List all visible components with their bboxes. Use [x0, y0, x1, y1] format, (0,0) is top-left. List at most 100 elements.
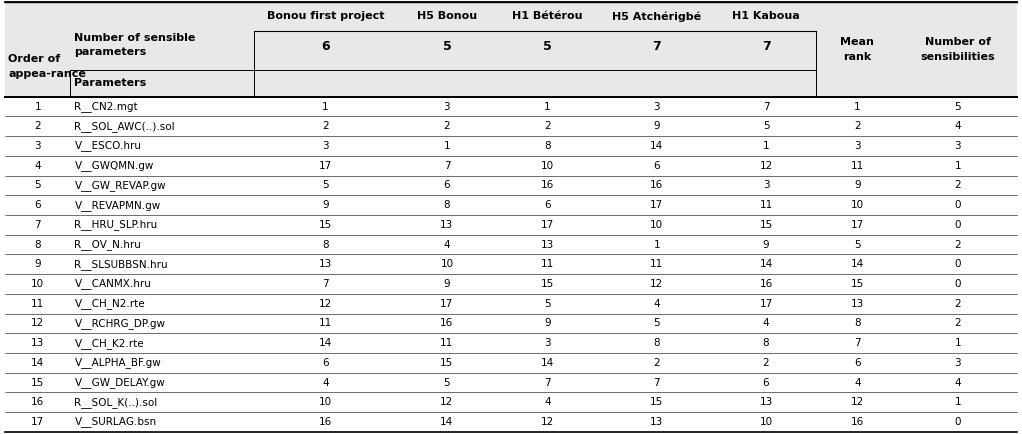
Text: 7: 7 [444, 161, 451, 171]
Text: 17: 17 [319, 161, 332, 171]
Text: 1: 1 [322, 102, 329, 112]
Text: 15: 15 [650, 397, 663, 407]
Text: 4: 4 [762, 319, 770, 329]
Text: 10: 10 [850, 200, 864, 210]
Text: Number of: Number of [925, 37, 990, 47]
Text: 5: 5 [444, 378, 451, 388]
Text: 13: 13 [319, 259, 332, 269]
Text: 11: 11 [440, 338, 454, 348]
Text: R__CN2.mgt: R__CN2.mgt [75, 101, 138, 112]
Text: 1: 1 [955, 161, 961, 171]
Text: parameters: parameters [75, 46, 147, 56]
Text: 6: 6 [321, 39, 330, 53]
Text: 0: 0 [955, 279, 961, 289]
Text: 9: 9 [544, 319, 551, 329]
Text: 1: 1 [653, 240, 660, 250]
Text: H1 Bétérou: H1 Bétérou [512, 11, 583, 21]
Text: R__SLSUBBSN.hru: R__SLSUBBSN.hru [75, 259, 168, 270]
Text: 6: 6 [762, 378, 770, 388]
Text: 13: 13 [31, 338, 44, 348]
Text: 12: 12 [759, 161, 773, 171]
Text: 4: 4 [955, 121, 961, 131]
Text: 3: 3 [544, 338, 551, 348]
Text: R__SOL_K(..).sol: R__SOL_K(..).sol [75, 397, 157, 408]
Text: 2: 2 [955, 240, 961, 250]
Text: 13: 13 [850, 299, 864, 309]
Text: 1: 1 [955, 397, 961, 407]
Text: 14: 14 [319, 338, 332, 348]
Text: V__SURLAG.bsn: V__SURLAG.bsn [75, 417, 156, 427]
Text: 1: 1 [444, 141, 451, 151]
Text: V__REVAPMN.gw: V__REVAPMN.gw [75, 200, 160, 210]
Text: 15: 15 [850, 279, 864, 289]
Text: 9: 9 [444, 279, 451, 289]
Text: 2: 2 [35, 121, 41, 131]
Text: appea-rance: appea-rance [8, 69, 86, 79]
Text: 7: 7 [322, 279, 329, 289]
Text: 6: 6 [444, 181, 451, 191]
Text: 2: 2 [653, 358, 660, 368]
Text: 17: 17 [440, 299, 454, 309]
Text: 3: 3 [854, 141, 861, 151]
Text: V__RCHRG_DP.gw: V__RCHRG_DP.gw [75, 318, 166, 329]
Text: 11: 11 [850, 161, 864, 171]
Text: 16: 16 [541, 181, 554, 191]
Text: 3: 3 [762, 181, 770, 191]
Bar [5, 97, 1017, 432]
Text: 14: 14 [850, 259, 864, 269]
Text: 3: 3 [322, 141, 329, 151]
Text: 8: 8 [35, 240, 41, 250]
Text: 17: 17 [541, 220, 554, 230]
Text: 9: 9 [762, 240, 770, 250]
Text: Order of: Order of [8, 54, 60, 64]
Text: 12: 12 [440, 397, 454, 407]
Text: 5: 5 [544, 299, 551, 309]
Text: V__ESCO.hru: V__ESCO.hru [75, 141, 141, 151]
Text: 12: 12 [31, 319, 44, 329]
Bar [5, 2, 1017, 97]
Text: 6: 6 [322, 358, 329, 368]
Text: 2: 2 [955, 299, 961, 309]
Text: 17: 17 [650, 200, 663, 210]
Text: 5: 5 [854, 240, 861, 250]
Text: 6: 6 [653, 161, 660, 171]
Text: 3: 3 [955, 141, 961, 151]
Text: 6: 6 [544, 200, 551, 210]
Text: 12: 12 [541, 417, 554, 427]
Text: 5: 5 [35, 181, 41, 191]
Text: 13: 13 [541, 240, 554, 250]
Text: 16: 16 [440, 319, 454, 329]
Text: 1: 1 [854, 102, 861, 112]
Text: Bonou first project: Bonou first project [267, 11, 384, 21]
Text: 4: 4 [955, 378, 961, 388]
Text: Number of sensible: Number of sensible [75, 33, 196, 43]
Text: 2: 2 [322, 121, 329, 131]
Text: 10: 10 [32, 279, 44, 289]
Text: 9: 9 [35, 259, 41, 269]
Text: 5: 5 [443, 39, 452, 53]
Text: 2: 2 [544, 121, 551, 131]
Text: 13: 13 [650, 417, 663, 427]
Text: H5 Bonou: H5 Bonou [417, 11, 477, 21]
Text: V__CH_N2.rte: V__CH_N2.rte [75, 298, 145, 309]
Text: 14: 14 [31, 358, 44, 368]
Text: 0: 0 [955, 200, 961, 210]
Text: 11: 11 [759, 200, 773, 210]
Text: 14: 14 [759, 259, 773, 269]
Text: H1 Kaboua: H1 Kaboua [732, 11, 800, 21]
Text: 7: 7 [762, 102, 770, 112]
Text: 7: 7 [544, 378, 551, 388]
Text: 17: 17 [759, 299, 773, 309]
Text: 15: 15 [319, 220, 332, 230]
Text: 5: 5 [955, 102, 961, 112]
Text: 14: 14 [541, 358, 554, 368]
Text: 3: 3 [35, 141, 41, 151]
Text: 3: 3 [955, 358, 961, 368]
Text: 13: 13 [440, 220, 454, 230]
Text: 1: 1 [35, 102, 41, 112]
Text: 14: 14 [650, 141, 663, 151]
Text: 5: 5 [762, 121, 770, 131]
Text: 13: 13 [759, 397, 773, 407]
Text: 7: 7 [854, 338, 861, 348]
Text: 10: 10 [319, 397, 332, 407]
